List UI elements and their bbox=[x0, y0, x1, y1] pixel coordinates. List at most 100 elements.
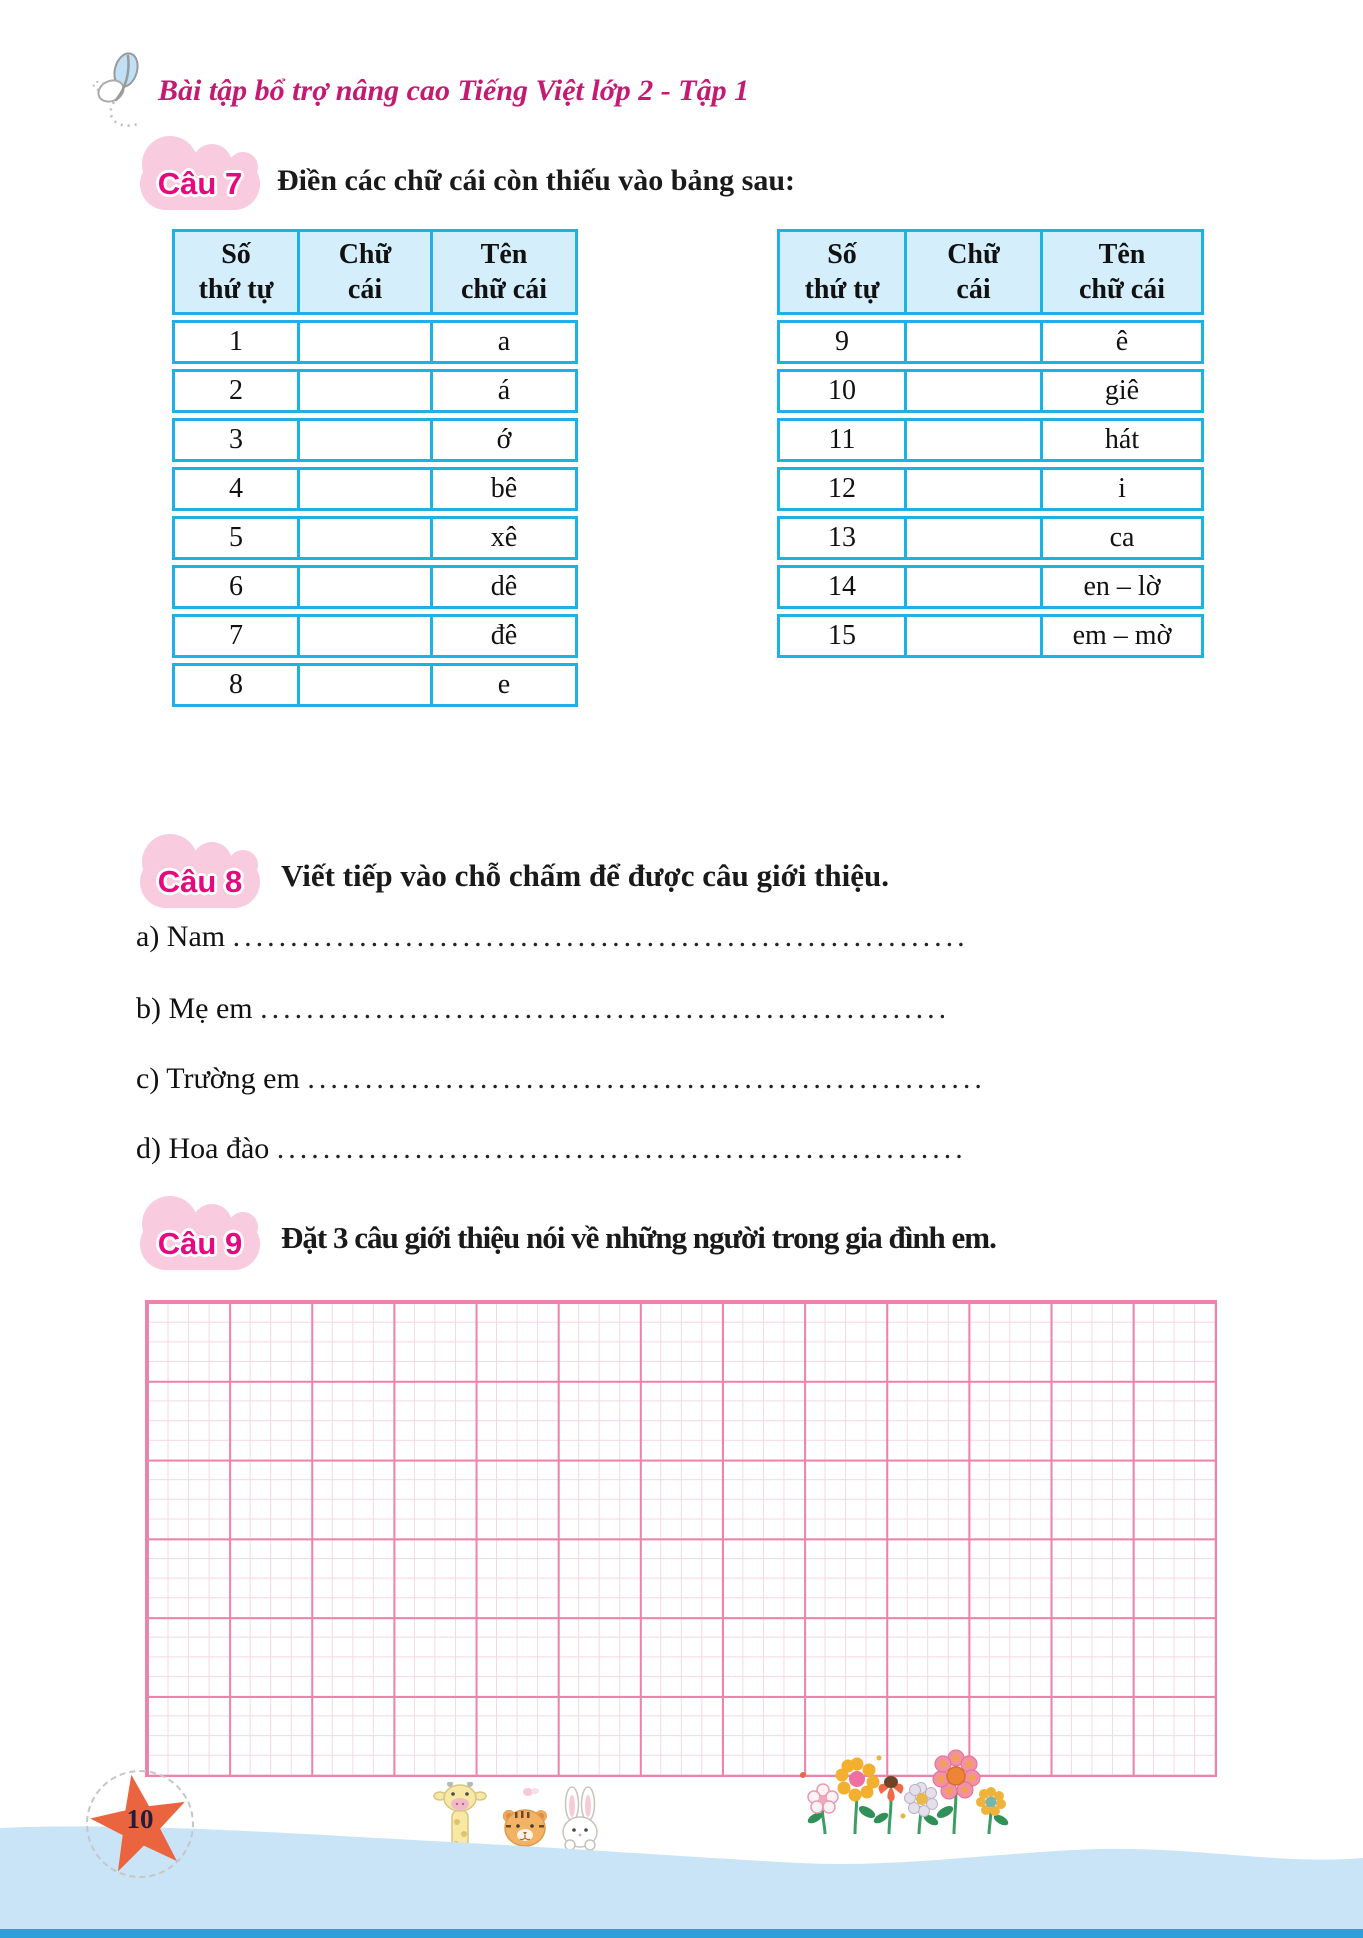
cell-letter-blank[interactable] bbox=[297, 614, 430, 658]
cell-letter-blank[interactable] bbox=[297, 565, 430, 609]
table-row: 11 hát bbox=[777, 418, 1204, 462]
table-row: 12 i bbox=[777, 467, 1204, 511]
col-header-letter: Chữ cái bbox=[297, 229, 430, 315]
cell-letter-name: ớ bbox=[430, 418, 578, 462]
cell-letter-blank[interactable] bbox=[297, 467, 430, 511]
question-9-badge: Câu 9 bbox=[140, 1196, 260, 1270]
flower-pink-large bbox=[932, 1749, 981, 1800]
cell-letter-blank[interactable] bbox=[297, 663, 430, 707]
butterfly-icon bbox=[84, 48, 162, 143]
col-header-lettername: Tên chữ cái bbox=[430, 229, 578, 315]
dotted-line[interactable]: ........................................… bbox=[276, 1132, 962, 1165]
cell-order-number: 1 bbox=[172, 320, 297, 364]
bottom-edge-bar bbox=[0, 1929, 1363, 1938]
cell-order-number: 6 bbox=[172, 565, 297, 609]
alphabet-table-right: Số thứ tự Chữ cái Tên chữ cái 9 ê 10 giê 11 hát 1… bbox=[777, 224, 1204, 663]
alphabet-table-left: Số thứ tự Chữ cái Tên chữ cái 1 a 2 á 3 ớ 4 bê 5 xê 6… bbox=[172, 224, 578, 712]
cell-order-number: 13 bbox=[777, 516, 904, 560]
dotted-line[interactable]: ........................................… bbox=[232, 920, 968, 953]
answer-line-a[interactable]: a) Nam .................................… bbox=[136, 920, 968, 964]
cell-order-number: 9 bbox=[777, 320, 904, 364]
cell-letter-blank[interactable] bbox=[904, 320, 1040, 364]
answer-line-c[interactable]: c) Trường em ...........................… bbox=[136, 1062, 980, 1106]
cell-letter-blank[interactable] bbox=[297, 369, 430, 413]
question-9-label: Câu 9 bbox=[157, 1226, 243, 1261]
cell-letter-name: xê bbox=[430, 516, 578, 560]
question-8-label: Câu 8 bbox=[157, 864, 243, 899]
table-row: 4 bê bbox=[172, 467, 578, 511]
cell-letter-name: i bbox=[1040, 467, 1204, 511]
cell-letter-name: ca bbox=[1040, 516, 1204, 560]
question-7-instruction: Điền các chữ cái còn thiếu vào bảng sau: bbox=[277, 164, 796, 197]
question-8-instruction: Viết tiếp vào chỗ chấm để được câu giới … bbox=[281, 858, 890, 893]
cell-letter-name: hát bbox=[1040, 418, 1204, 462]
cell-order-number: 12 bbox=[777, 467, 904, 511]
wave-decoration bbox=[0, 1826, 1363, 1938]
dotted-line[interactable]: ........................................… bbox=[260, 992, 944, 1025]
question-7-badge: Câu 7 bbox=[140, 136, 260, 210]
dashed-outline bbox=[86, 1770, 194, 1878]
cell-order-number: 10 bbox=[777, 369, 904, 413]
table-row: 15 em – mờ bbox=[777, 614, 1204, 658]
cell-letter-name: en – lờ bbox=[1040, 565, 1204, 609]
cell-order-number: 8 bbox=[172, 663, 297, 707]
col-header-lettername: Tên chữ cái bbox=[1040, 229, 1204, 315]
cell-letter-blank[interactable] bbox=[904, 565, 1040, 609]
table-row: 7 đê bbox=[172, 614, 578, 658]
answer-label-d: d) Hoa đào bbox=[136, 1132, 277, 1165]
cell-letter-blank[interactable] bbox=[297, 418, 430, 462]
answer-label-b: b) Mẹ em bbox=[136, 992, 261, 1025]
table-row: 6 dê bbox=[172, 565, 578, 609]
flower-yellow-daisy bbox=[835, 1757, 880, 1802]
cell-order-number: 7 bbox=[172, 614, 297, 658]
cell-order-number: 4 bbox=[172, 467, 297, 511]
flower-white-pink bbox=[807, 1783, 839, 1814]
col-header-letter: Chữ cái bbox=[904, 229, 1040, 315]
table-row: 10 giê bbox=[777, 369, 1204, 413]
writing-grid[interactable] bbox=[145, 1300, 1217, 1777]
table-row: 5 xê bbox=[172, 516, 578, 560]
cell-letter-name: dê bbox=[430, 565, 578, 609]
cell-order-number: 14 bbox=[777, 565, 904, 609]
cell-order-number: 3 bbox=[172, 418, 297, 462]
col-header-number: Số thứ tự bbox=[777, 229, 904, 315]
cell-letter-blank[interactable] bbox=[297, 320, 430, 364]
answer-line-b[interactable]: b) Mẹ em ...............................… bbox=[136, 992, 944, 1036]
flowers-icon bbox=[795, 1740, 1030, 1843]
col-header-number: Số thứ tự bbox=[172, 229, 297, 315]
answer-label-c: c) Trường em bbox=[136, 1062, 308, 1095]
cell-letter-name: bê bbox=[430, 467, 578, 511]
cell-order-number: 2 bbox=[172, 369, 297, 413]
cell-letter-name: giê bbox=[1040, 369, 1204, 413]
cell-letter-blank[interactable] bbox=[904, 467, 1040, 511]
table-row: 14 en – lờ bbox=[777, 565, 1204, 609]
question-8-badge: Câu 8 bbox=[140, 834, 260, 908]
cell-letter-name: ê bbox=[1040, 320, 1204, 364]
cell-letter-name: em – mờ bbox=[1040, 614, 1204, 658]
page-number: 10 bbox=[126, 1804, 154, 1834]
tiger-icon bbox=[503, 1788, 547, 1847]
cell-letter-name: e bbox=[430, 663, 578, 707]
dotted-line[interactable]: ........................................… bbox=[307, 1062, 980, 1095]
cell-letter-blank[interactable] bbox=[297, 516, 430, 560]
flower-white-grey bbox=[904, 1782, 938, 1817]
answer-line-d[interactable]: d) Hoa đào .............................… bbox=[136, 1132, 962, 1176]
animal-decorations bbox=[432, 1781, 607, 1859]
cell-letter-blank[interactable] bbox=[904, 614, 1040, 658]
rabbit-icon bbox=[562, 1786, 598, 1851]
cell-letter-blank[interactable] bbox=[904, 516, 1040, 560]
cell-letter-blank[interactable] bbox=[904, 369, 1040, 413]
cell-letter-name: á bbox=[430, 369, 578, 413]
cell-letter-blank[interactable] bbox=[904, 418, 1040, 462]
cell-letter-name: a bbox=[430, 320, 578, 364]
page-number-star: 10 bbox=[90, 1774, 190, 1874]
cell-order-number: 5 bbox=[172, 516, 297, 560]
flower-orange-cone bbox=[878, 1776, 904, 1802]
question-9-instruction: Đặt 3 câu giới thiệu nói về những người … bbox=[281, 1220, 997, 1255]
